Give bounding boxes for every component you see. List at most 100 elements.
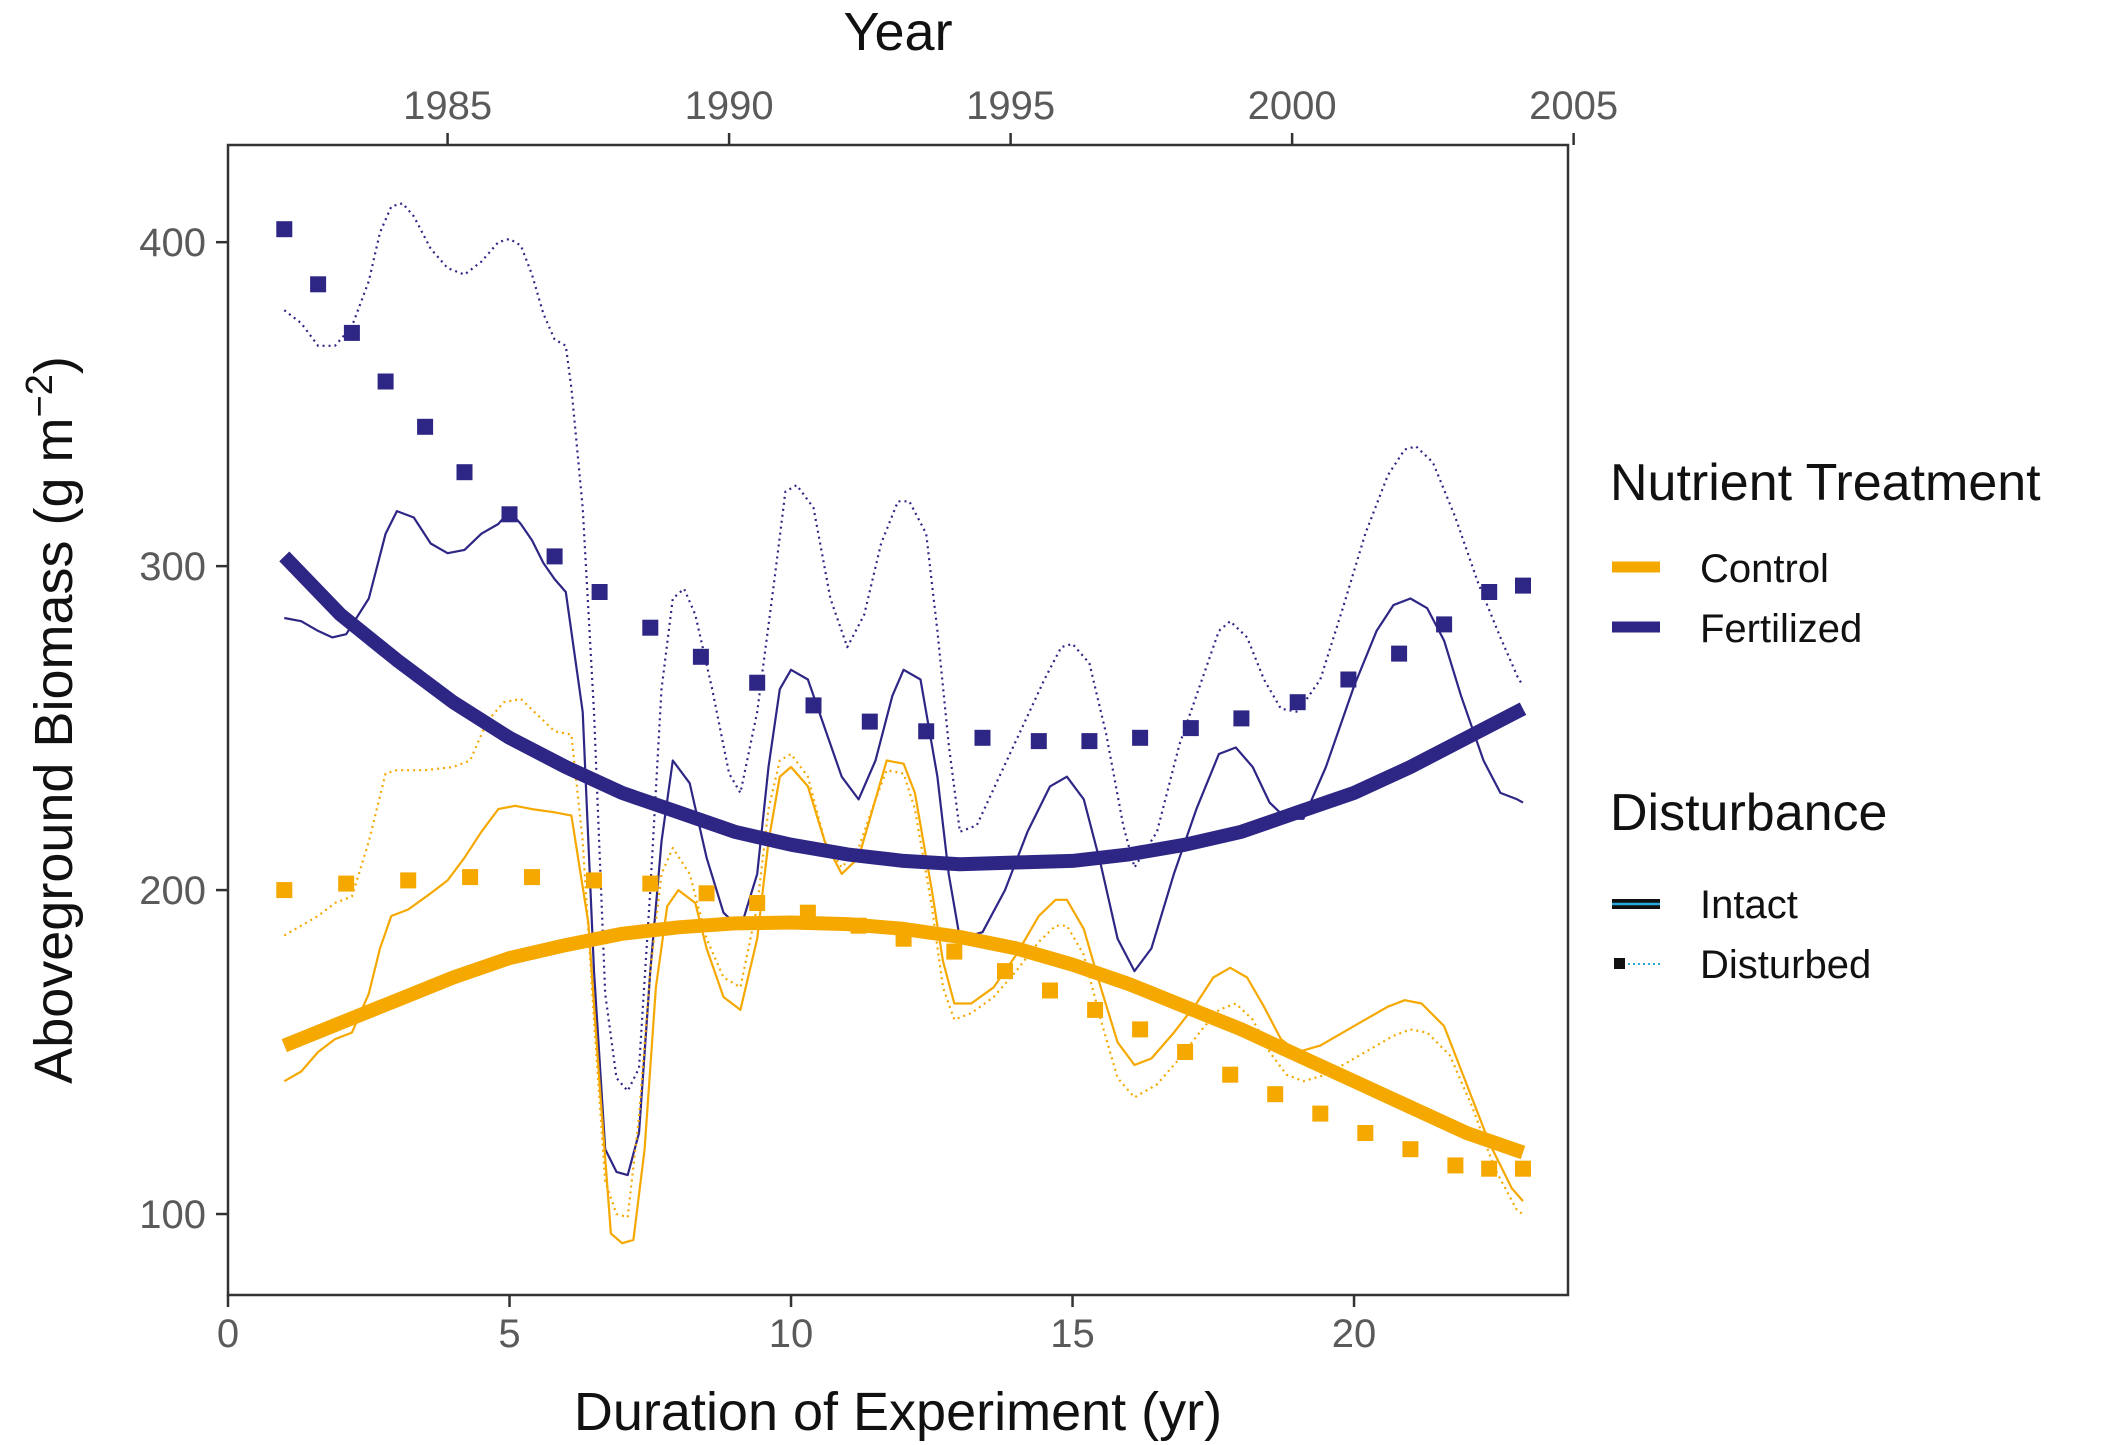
series-control-disturbed-trend-mark-4: [524, 869, 540, 886]
series-fertilized-disturbed-trend-mark-0: [276, 221, 293, 238]
series-fertilized-disturbed-trend-mark-11: [749, 674, 766, 691]
series-fertilized-disturbed-trend-marks: [276, 221, 1531, 750]
series-control-disturbed-trend-mark-13: [997, 963, 1013, 980]
series-fertilized-disturbed-trend-mark-26: [1515, 577, 1531, 594]
series-fertilized-disturbed-trend-mark-22: [1340, 671, 1357, 688]
legend-entry-disturbed: Disturbed: [1614, 943, 1871, 987]
y-axis-left: 100 200 300 400: [139, 221, 228, 1237]
series-control-disturbed-trend-mark-14: [1042, 982, 1058, 999]
legend-label-disturbed: Disturbed: [1700, 943, 1871, 987]
x-tick-label-2: 10: [769, 1312, 814, 1356]
x-tick-label-3: 15: [1050, 1312, 1095, 1356]
series-control-disturbed-trend-mark-5: [586, 872, 602, 889]
series-fertilized-disturbed-trend-mark-17: [1081, 733, 1098, 750]
series-fertilized-disturbed-trend-mark-12: [805, 697, 822, 714]
series-control-disturbed-trend-mark-11: [895, 930, 912, 947]
series-fertilized-disturbed-trend-mark-14: [918, 723, 935, 740]
y-tick-label-2: 300: [139, 545, 206, 589]
series-fertilized-disturbed-trend-mark-24: [1436, 616, 1453, 633]
legend-key-disturbed-dot: [1614, 958, 1625, 969]
series-fertilized-disturbed-trend-mark-10: [692, 648, 709, 665]
series-fertilized-disturbed-trend-mark-15: [974, 729, 991, 746]
series-control-disturbed-trend-mark-2: [400, 872, 417, 889]
series-control-disturbed-trend-mark-8: [749, 895, 766, 911]
series-control-disturbed-trend-marks: [276, 869, 1531, 1177]
series-control-disturbed-trend-mark-6: [642, 875, 659, 892]
legend-label-intact: Intact: [1700, 883, 1798, 927]
y-axis-title: Aboveground Biomass (g m−2): [19, 356, 84, 1084]
series-control-disturbed-trend-mark-9: [799, 904, 816, 921]
legend-label-fertilized: Fertilized: [1700, 607, 1862, 651]
x2-tick-label-4: 2005: [1529, 84, 1618, 128]
series-fertilized-disturbed-trend-mark-8: [591, 584, 608, 600]
x-tick-label-0: 0: [217, 1312, 239, 1356]
series-fertilized-disturbed-trend-mark-18: [1132, 729, 1149, 746]
y-tick-label-3: 400: [139, 221, 206, 265]
x-axis-bottom: 0 5 10 15 20: [217, 1295, 1376, 1356]
series-fertilized-disturbed-trend-mark-25: [1481, 584, 1498, 600]
series-control-disturbed-trend-mark-16: [1132, 1021, 1149, 1038]
series-control-disturbed-trend-mark-24: [1481, 1160, 1498, 1177]
series-control-intact-raw-line: [283, 759, 1524, 1245]
series-fertilized-disturbed-trend-mark-5: [456, 464, 473, 481]
series-fertilized-disturbed-trend-mark-2: [343, 324, 360, 341]
series-control-disturbed-trend-mark-3: [462, 869, 479, 886]
series-fertilized-disturbed-trend-mark-3: [377, 373, 394, 390]
series-fertilized-disturbed-trend-mark-16: [1030, 733, 1047, 750]
x2-tick-label-3: 2000: [1248, 84, 1337, 128]
series-fertilized-disturbed-trend-mark-21: [1289, 694, 1306, 711]
series-control-disturbed-trend-mark-12: [946, 943, 963, 960]
y-tick-label-1: 200: [139, 869, 206, 913]
series-control-disturbed-trend-mark-22: [1402, 1141, 1419, 1158]
series-fertilized-disturbed-trend-mark-19: [1182, 720, 1199, 737]
legend-nutrient-treatment: Nutrient Treatment Control Fertilized: [1610, 454, 2041, 651]
series-control-disturbed-trend-mark-18: [1222, 1066, 1239, 1083]
series-control-disturbed-trend-mark-20: [1312, 1105, 1329, 1122]
series-fertilized-disturbed-trend-mark-1: [310, 276, 327, 293]
y-axis-title-main: Aboveground Biomass (g m: [24, 417, 84, 1083]
series-control-disturbed-raw-line: [283, 697, 1524, 1219]
x-axis-title: Duration of Experiment (yr): [574, 1382, 1222, 1442]
series-control-disturbed-trend-mark-23: [1447, 1157, 1464, 1174]
x2-tick-label-0: 1985: [403, 84, 492, 128]
series-control-disturbed-trend-mark-21: [1357, 1125, 1374, 1141]
series-control-disturbed-trend-mark-0: [276, 882, 293, 899]
y-tick-label-0: 100: [139, 1193, 206, 1237]
series-fertilized-disturbed-trend-mark-23: [1391, 645, 1408, 662]
series-fertilized-disturbed-trend-mark-9: [642, 619, 659, 636]
series-control-disturbed-trend-mark-1: [338, 875, 355, 892]
legend-entry-intact: Intact: [1612, 883, 1798, 927]
plot-panel-border: [226, 143, 1570, 1297]
series-fertilized-intact-trend-line: [279, 551, 1527, 872]
series-control-disturbed-trend-mark-17: [1177, 1044, 1194, 1060]
y-axis-title-close: ): [24, 356, 84, 374]
series-fertilized-disturbed-trend-mark-13: [861, 713, 878, 730]
legend-entry-fertilized: Fertilized: [1612, 607, 1862, 651]
series-control-disturbed-trend-mark-19: [1267, 1086, 1284, 1103]
series-control-disturbed-trend-mark-10: [850, 917, 867, 934]
legend-title-nutrient: Nutrient Treatment: [1610, 454, 2041, 512]
x-tick-label-4: 20: [1332, 1312, 1377, 1356]
legend-entry-control: Control: [1612, 547, 1829, 591]
series-fertilized-disturbed-trend-mark-4: [417, 418, 434, 435]
x2-tick-label-1: 1990: [685, 84, 774, 128]
legend-title-disturbance: Disturbance: [1610, 784, 1887, 842]
x-axis-top: 1985 1990 1995 2000 2005: [403, 84, 1618, 145]
legend: Nutrient Treatment Control Fertilized Di…: [1610, 454, 2041, 987]
x2-tick-label-2: 1995: [966, 84, 1055, 128]
legend-disturbance: Disturbance Intact Disturbed: [1610, 784, 1887, 987]
series-control-disturbed-trend-mark-7: [698, 885, 715, 902]
series-control-disturbed-trend-mark-15: [1087, 1001, 1104, 1018]
series-control-disturbed-trend-mark-25: [1515, 1160, 1531, 1177]
x-tick-label-1: 5: [498, 1312, 520, 1356]
series-control-intact-trend-line: [281, 915, 1526, 1160]
x2-axis-title: Year: [843, 2, 952, 62]
y-axis-title-sup: −2: [19, 374, 61, 417]
series-layer: [276, 202, 1531, 1245]
series-fertilized-disturbed-trend-mark-7: [546, 548, 563, 565]
legend-label-control: Control: [1700, 547, 1829, 591]
series-fertilized-disturbed-trend-mark-20: [1233, 710, 1250, 727]
series-fertilized-disturbed-trend-mark-6: [501, 506, 518, 523]
